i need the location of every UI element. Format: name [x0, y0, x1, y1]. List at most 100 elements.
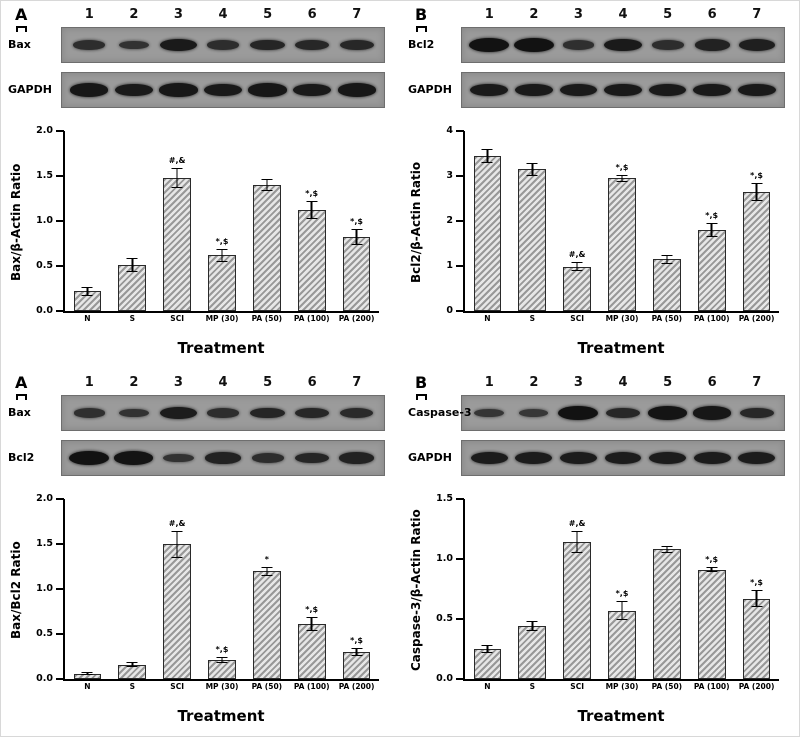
y-tick-label: 1 — [446, 260, 453, 271]
bar-chart: Bcl2/β-Actin Ratio 0 1 2 3 4 N S #,& SCI *,$ MP (3… — [407, 117, 795, 361]
x-tick-label: MP (30) — [205, 314, 239, 323]
blot-lane — [112, 408, 157, 418]
blot-band — [160, 406, 197, 420]
bar-chart: Caspase-3/β-Actin Ratio 0.0 0.5 1.0 1.5 N S #,… — [407, 485, 795, 729]
blot-band — [207, 408, 240, 418]
blot-lane — [690, 83, 735, 97]
plot-area: 0.0 0.5 1.0 1.5 2.0 N S #,& SCI *,$ MP (30) * PA (50… — [36, 493, 379, 691]
blot-lane — [201, 408, 246, 418]
blot-image — [461, 440, 785, 476]
bar — [252, 571, 281, 679]
y-tick-label: 0.5 — [36, 260, 53, 271]
lane-number: 1 — [84, 375, 94, 390]
lane-number: 5 — [663, 375, 673, 390]
blot-lane — [601, 407, 646, 419]
y-tick-label: 2.0 — [36, 493, 53, 504]
blot-band — [513, 38, 554, 52]
y-tick: 0.0 — [36, 305, 64, 316]
error-bar — [661, 254, 673, 264]
blot-lane — [156, 453, 201, 463]
plot-area: 0.0 0.5 1.0 1.5 2.0 N S #,& SCI *,$ MP (30) PA (50)… — [36, 125, 379, 323]
y-axis-label: Bcl2/β-Actin Ratio — [409, 161, 423, 283]
blot-band — [559, 83, 598, 97]
panel-letter: B — [415, 5, 428, 24]
panel-caspase3-beta-actin: B Caspase-3 GAPDH 1 2 3 4 5 6 7 Caspase-3/β-Ac… — [401, 369, 800, 738]
blot-lane — [734, 407, 779, 419]
y-tick: 1.0 — [36, 583, 64, 594]
blot-label: Caspase-3 — [408, 406, 472, 419]
error-bar — [171, 530, 183, 558]
bar — [73, 673, 102, 679]
y-tick-label: 0.0 — [36, 305, 53, 316]
lane-number: 1 — [484, 375, 494, 390]
significance-annotation: #,& — [168, 155, 186, 165]
x-tick-label: PA (100) — [293, 682, 330, 691]
blot-band — [737, 83, 776, 97]
blot-band — [651, 40, 684, 50]
blot-band — [515, 451, 553, 465]
x-tick-label: S — [129, 682, 135, 691]
blot-lane — [156, 406, 201, 420]
x-tick-label: PA (200) — [738, 682, 775, 691]
blot-band — [648, 83, 687, 97]
blot-lane — [556, 406, 601, 420]
blot-lane — [201, 40, 246, 50]
marker-bracket-icon — [16, 394, 27, 400]
blot-band — [604, 83, 642, 97]
y-tick: 1.5 — [36, 538, 64, 549]
bar — [518, 626, 547, 679]
blot-lane — [690, 39, 735, 51]
bar — [697, 230, 726, 311]
blot-band — [474, 408, 505, 418]
bar — [697, 569, 726, 679]
marker-bracket-icon — [416, 26, 427, 32]
x-tick-label: PA (50) — [251, 314, 283, 323]
blot-band — [115, 83, 153, 97]
blot-lane — [156, 38, 201, 52]
significance-annotation: #,& — [568, 250, 586, 260]
bar — [342, 237, 371, 311]
x-tick-label: S — [529, 314, 535, 323]
lane-number: 7 — [752, 7, 762, 22]
blot-lane — [334, 83, 379, 97]
bar — [652, 259, 681, 311]
bar — [297, 624, 326, 679]
blot-lane — [201, 452, 246, 464]
x-tick-label: MP (30) — [605, 682, 639, 691]
blot-band — [470, 451, 508, 465]
blot-band — [114, 451, 154, 465]
error-bar — [706, 567, 718, 573]
y-tick-label: 0 — [446, 305, 453, 316]
bar-chart: Bax/Bcl2 Ratio 0.0 0.5 1.0 1.5 2.0 N S #,& SCI *,… — [7, 485, 395, 729]
x-tick-label: PA (50) — [651, 314, 683, 323]
x-tick-label: SCI — [570, 314, 584, 323]
bar — [518, 169, 547, 311]
blot-lane — [67, 408, 112, 418]
blot-lane — [290, 407, 335, 419]
blot-lane — [467, 451, 512, 465]
significance-annotation: *,$ — [705, 555, 719, 565]
bar — [608, 610, 636, 679]
significance-annotation: #,& — [568, 519, 586, 529]
error-bar — [126, 661, 138, 668]
lane-number: 3 — [173, 7, 183, 22]
blot-band — [118, 408, 150, 418]
panel-letter: B — [415, 373, 428, 392]
marker-bracket-icon — [416, 394, 427, 400]
lane-number: 6 — [307, 7, 317, 22]
blot-image — [61, 440, 385, 476]
error-bar — [351, 229, 363, 246]
error-bar — [261, 566, 273, 576]
blot-band — [339, 452, 375, 464]
blot-band — [693, 83, 731, 97]
significance-annotation: *,$ — [350, 217, 363, 227]
blot-lane — [245, 407, 290, 419]
blot-lane — [512, 38, 557, 52]
y-tick: 0.5 — [436, 613, 464, 624]
blot-lane — [690, 451, 735, 465]
bar — [163, 544, 192, 679]
x-tick-label: SCI — [570, 682, 584, 691]
blot-band — [295, 39, 329, 51]
lane-numbers: 1 2 3 4 5 6 7 — [461, 375, 785, 395]
